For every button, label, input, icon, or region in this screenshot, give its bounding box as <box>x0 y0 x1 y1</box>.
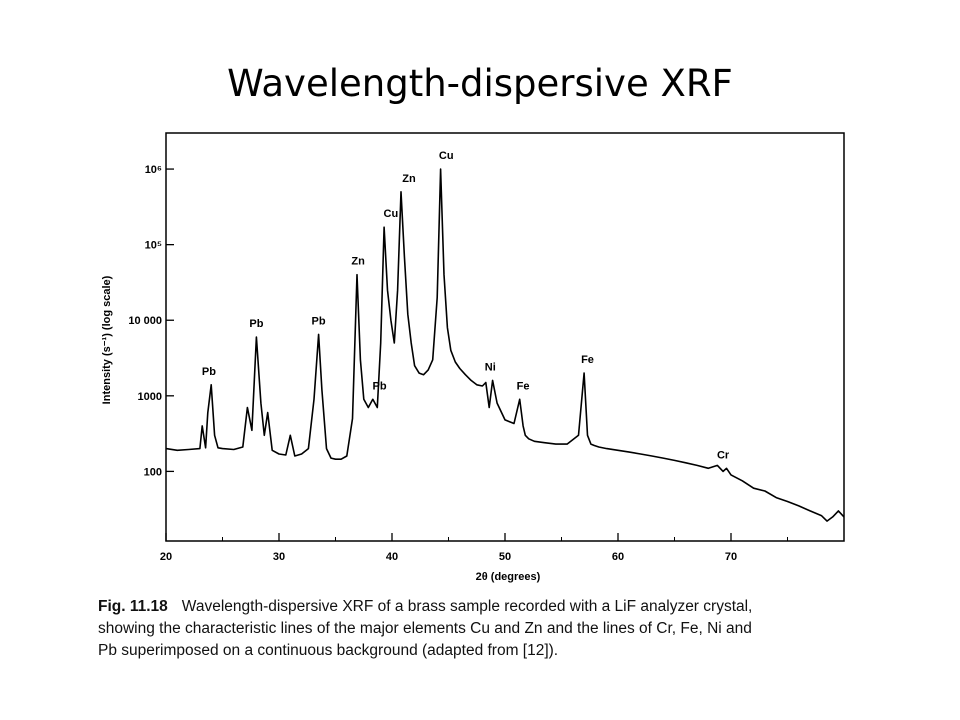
peak-label: Pb <box>373 380 387 392</box>
x-tick-label: 40 <box>386 551 398 563</box>
y-tick-label: 1000 <box>138 391 162 403</box>
peak-label: Pb <box>202 366 216 378</box>
caption-line-3: Pb superimposed on a continuous backgrou… <box>98 642 559 659</box>
slide-title: Wavelength-dispersive XRF <box>227 62 733 105</box>
y-tick-label: 10⁶ <box>145 164 162 176</box>
x-axis-label: 2θ (degrees) <box>476 571 541 583</box>
figure-caption: Fig. 11.18 Wavelength-dispersive XRF of a… <box>98 596 898 662</box>
x-axis-ticks: 20 30 40 50 60 70 <box>160 533 788 563</box>
peak-labels: Pb Pb Pb Zn Pb Cu Zn Cu Ni Fe Fe Cr <box>202 150 730 461</box>
x-tick-label: 70 <box>725 551 737 563</box>
y-tick-label: 100 <box>144 466 162 478</box>
peak-label: Cu <box>439 150 454 162</box>
y-tick-label: 10 000 <box>128 315 162 327</box>
x-tick-label: 50 <box>499 551 511 563</box>
x-tick-label: 30 <box>273 551 285 563</box>
y-axis-ticks: 100 1000 10 000 10⁵ 10⁶ <box>128 164 174 478</box>
peak-label: Fe <box>517 380 530 392</box>
peak-label: Zn <box>351 256 365 268</box>
figure-label: Fig. 11.18 <box>98 598 168 615</box>
peak-label: Pb <box>249 318 263 330</box>
peak-label: Zn <box>402 173 416 185</box>
caption-line-1: Fig. 11.18 Wavelength-dispersive XRF of a… <box>98 596 898 618</box>
caption-line-2: showing the characteristic lines of the … <box>98 620 752 637</box>
y-tick-label: 10⁵ <box>145 240 162 252</box>
y-axis-label: Intensity (s⁻¹) (log scale) <box>101 275 113 404</box>
caption-text-1: Wavelength-dispersive XRF of a brass sam… <box>181 598 753 615</box>
peak-label: Ni <box>485 361 496 373</box>
peak-label: Pb <box>312 315 326 327</box>
plot-frame <box>165 132 845 542</box>
x-tick-label: 20 <box>160 551 172 563</box>
x-tick-label: 60 <box>612 551 624 563</box>
xrf-spectrum-chart: 20 30 40 50 60 70 100 1000 10 000 10⁵ 10⁶ Pb Pb Pb Z… <box>101 132 845 583</box>
peak-label: Cr <box>717 449 730 461</box>
spectrum-line <box>165 168 845 522</box>
peak-label: Cu <box>384 208 399 220</box>
peak-label: Fe <box>581 354 594 366</box>
